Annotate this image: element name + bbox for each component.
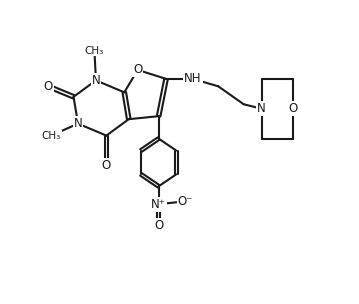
Text: O: O <box>154 219 163 232</box>
Text: N: N <box>257 102 266 115</box>
Text: N⁺: N⁺ <box>151 198 166 211</box>
Text: CH₃: CH₃ <box>85 46 104 56</box>
Text: O: O <box>102 159 111 172</box>
Text: O: O <box>43 80 53 93</box>
Text: NH: NH <box>184 72 202 85</box>
Text: N: N <box>92 74 100 87</box>
Text: O: O <box>133 64 142 76</box>
Text: O⁻: O⁻ <box>178 195 193 208</box>
Text: O: O <box>288 102 298 115</box>
Text: CH₃: CH₃ <box>42 131 61 140</box>
Text: N: N <box>74 117 83 130</box>
